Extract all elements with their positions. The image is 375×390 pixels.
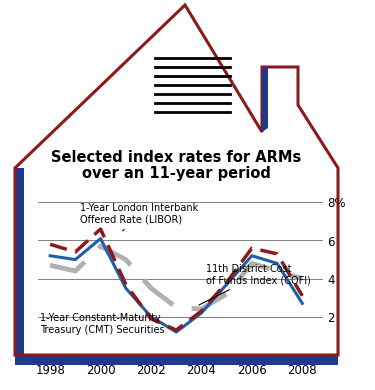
Text: 1-Year Constant-Maturity
Treasury (CMT) Securities: 1-Year Constant-Maturity Treasury (CMT) … [40, 313, 165, 335]
Text: 1-Year London Interbank
Offered Rate (LIBOR): 1-Year London Interbank Offered Rate (LI… [80, 203, 199, 231]
Text: over an 11-year period: over an 11-year period [82, 166, 271, 181]
Text: Selected index rates for ARMs: Selected index rates for ARMs [51, 151, 302, 165]
Text: 11th District Cost
of Funds Index (COFI): 11th District Cost of Funds Index (COFI) [199, 264, 311, 305]
